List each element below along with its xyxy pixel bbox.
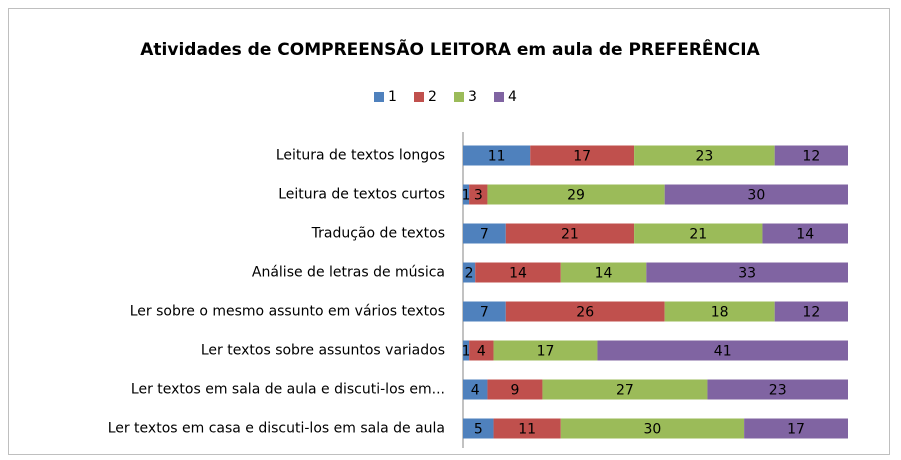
data-label: 11 bbox=[488, 149, 506, 165]
legend-swatch bbox=[374, 92, 384, 102]
bar-segment bbox=[463, 379, 488, 400]
data-label: 9 bbox=[510, 383, 519, 399]
data-label: 26 bbox=[576, 305, 594, 321]
bar-segment bbox=[463, 223, 506, 244]
bar-segment bbox=[634, 223, 763, 244]
data-label: 2 bbox=[465, 266, 474, 282]
bar-segment bbox=[463, 418, 494, 439]
bar-segment bbox=[505, 223, 635, 244]
data-label: 12 bbox=[802, 305, 820, 321]
data-label: 7 bbox=[480, 227, 489, 243]
data-label: 17 bbox=[787, 422, 805, 438]
legend-label: 2 bbox=[428, 89, 437, 105]
bar-segment bbox=[762, 223, 848, 244]
data-label: 33 bbox=[738, 266, 756, 282]
data-label: 29 bbox=[567, 188, 585, 204]
bar-segment bbox=[744, 418, 848, 439]
data-label: 27 bbox=[616, 383, 634, 399]
data-label: 30 bbox=[747, 188, 765, 204]
bar-segment bbox=[493, 418, 561, 439]
data-label: 7 bbox=[480, 305, 489, 321]
y-tick-label: Ler textos em sala de aula e discuti-los… bbox=[131, 382, 445, 398]
legend-swatch bbox=[494, 92, 504, 102]
bar-segment bbox=[774, 145, 848, 166]
data-label: 1 bbox=[462, 188, 471, 204]
data-label: 17 bbox=[573, 149, 591, 165]
bar-segment bbox=[487, 379, 543, 400]
bar-segment bbox=[463, 145, 531, 166]
bar-segment bbox=[487, 184, 665, 205]
data-label: 14 bbox=[509, 266, 527, 282]
data-label: 12 bbox=[802, 149, 820, 165]
bar-segment bbox=[463, 340, 470, 361]
data-label: 23 bbox=[695, 149, 713, 165]
legend-label: 1 bbox=[388, 89, 397, 105]
bar-segment bbox=[463, 262, 476, 283]
bar-segment bbox=[634, 145, 775, 166]
y-tick-label: Ler textos em casa e discuti-los em sala… bbox=[108, 421, 445, 437]
data-label: 14 bbox=[796, 227, 814, 243]
data-label: 21 bbox=[689, 227, 707, 243]
legend-swatch bbox=[414, 92, 424, 102]
legend-swatch bbox=[454, 92, 464, 102]
bar-segment bbox=[469, 184, 488, 205]
bar-segment bbox=[463, 184, 470, 205]
legend-label: 4 bbox=[508, 89, 517, 105]
bar-segment bbox=[542, 379, 708, 400]
chart-title: Atividades de COMPREENSÃO LEITORA em aul… bbox=[140, 37, 760, 60]
data-label: 41 bbox=[714, 344, 732, 360]
bar-segment bbox=[774, 301, 848, 322]
bar-segment bbox=[707, 379, 848, 400]
data-label: 11 bbox=[518, 422, 536, 438]
data-label: 30 bbox=[644, 422, 662, 438]
data-label: 21 bbox=[561, 227, 579, 243]
data-label: 1 bbox=[462, 344, 471, 360]
data-label: 23 bbox=[769, 383, 787, 399]
bar-segment bbox=[493, 340, 598, 361]
bar-segment bbox=[475, 262, 561, 283]
data-label: 18 bbox=[711, 305, 729, 321]
bar-segment bbox=[505, 301, 665, 322]
bar-segment bbox=[646, 262, 848, 283]
y-tick-label: Tradução de textos bbox=[311, 226, 445, 242]
y-tick-label: Leitura de textos longos bbox=[276, 148, 445, 164]
data-label: 4 bbox=[471, 383, 480, 399]
bar-segment bbox=[664, 184, 848, 205]
data-label: 14 bbox=[595, 266, 613, 282]
y-tick-label: Ler textos sobre assuntos variados bbox=[201, 343, 445, 359]
y-tick-label: Leitura de textos curtos bbox=[278, 187, 445, 203]
bar-segment bbox=[664, 301, 775, 322]
bar-segment bbox=[597, 340, 848, 361]
data-label: 3 bbox=[474, 188, 483, 204]
y-tick-label: Ler sobre o mesmo assunto em vários text… bbox=[130, 304, 445, 320]
bar-segment bbox=[560, 262, 647, 283]
bar-segment bbox=[469, 340, 494, 361]
data-label: 4 bbox=[477, 344, 486, 360]
data-label: 5 bbox=[474, 422, 483, 438]
bar-segment bbox=[463, 301, 506, 322]
bar-segment bbox=[530, 145, 635, 166]
y-tick-label: Análise de letras de música bbox=[252, 265, 445, 281]
data-label: 17 bbox=[537, 344, 555, 360]
bar-segment bbox=[560, 418, 745, 439]
legend-label: 3 bbox=[468, 89, 477, 105]
